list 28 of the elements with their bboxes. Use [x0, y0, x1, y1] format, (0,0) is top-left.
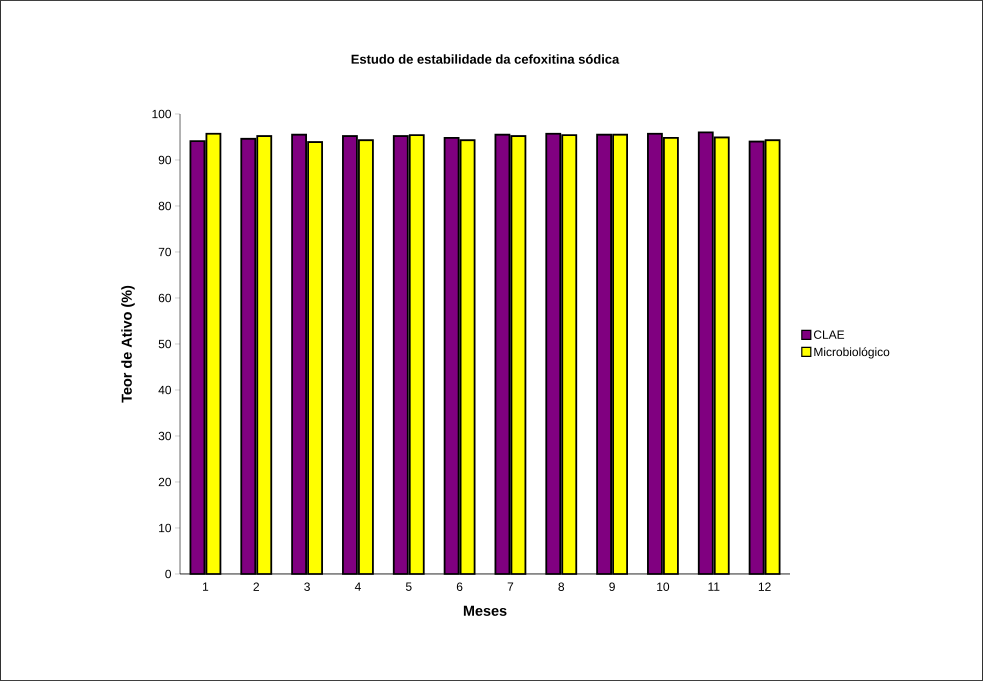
y-tick-label: 90 — [158, 156, 172, 164]
legend-label: CLAE — [814, 330, 844, 339]
y-axis-title: Teor de Ativo (%) — [121, 286, 135, 403]
y-tick-label: 80 — [158, 202, 172, 210]
x-tick-label: 11 — [708, 582, 720, 591]
x-tick-label: 1 — [203, 582, 208, 591]
x-tick-label: 9 — [609, 582, 615, 591]
x-tick-label: 7 — [508, 582, 514, 591]
y-tick-label: 40 — [158, 386, 172, 394]
x-axis-title: Meses — [464, 606, 507, 616]
x-tick-label: 3 — [304, 582, 310, 591]
x-tick-label: 2 — [254, 582, 259, 591]
y-tick-label: 20 — [158, 478, 172, 486]
y-tick-label: 0 — [165, 570, 172, 578]
y-tick-label: 30 — [158, 432, 172, 440]
x-tick-label: 6 — [456, 582, 462, 591]
x-tick-label: 12 — [758, 582, 771, 591]
x-tick-label: 4 — [354, 582, 361, 591]
x-tick-label: 10 — [657, 582, 670, 591]
x-tick-label: 8 — [558, 582, 564, 591]
y-tick-label: 70 — [158, 248, 172, 256]
y-tick-label: 60 — [158, 294, 172, 302]
y-tick-label: 10 — [159, 524, 172, 532]
legend-label: Microbiológico — [814, 347, 890, 359]
y-tick-label: 100 — [152, 110, 172, 118]
chart-title: Estudo de estabilidade da cefoxitina sódica — [352, 54, 620, 64]
y-tick-label: 50 — [158, 340, 172, 348]
x-tick-label: 5 — [406, 582, 412, 591]
